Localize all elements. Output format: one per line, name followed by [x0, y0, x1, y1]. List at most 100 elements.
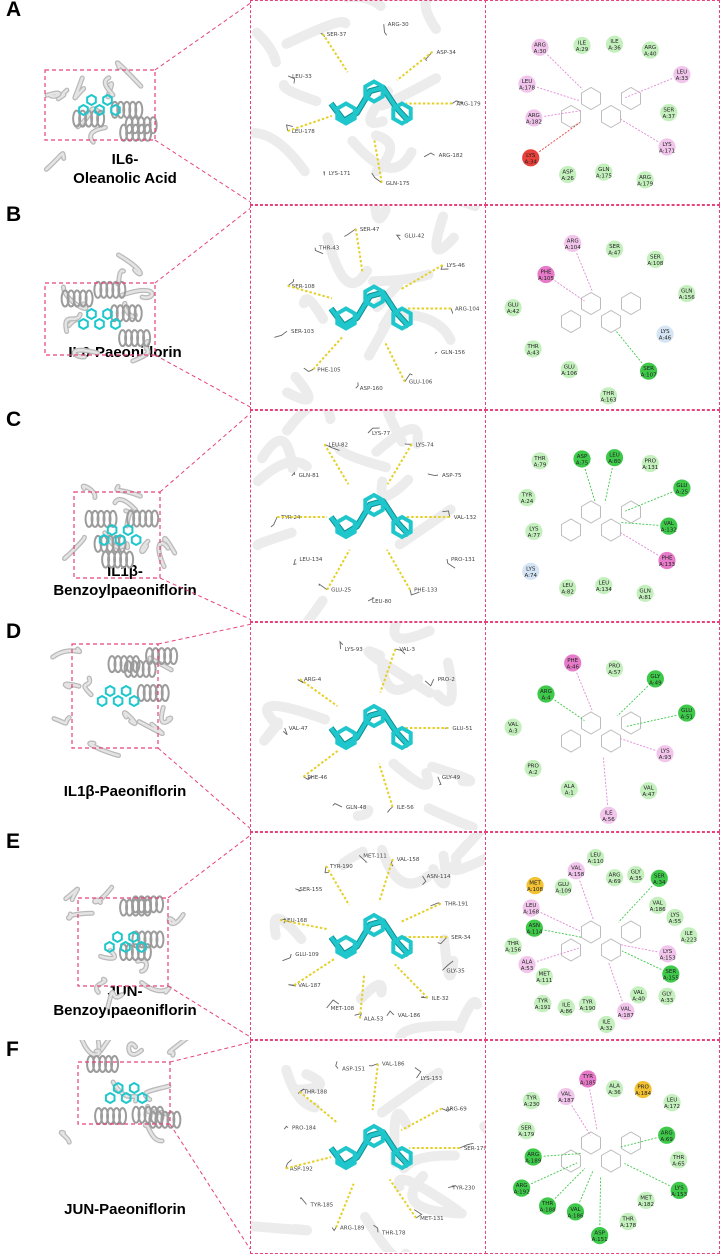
ligand-ring	[104, 940, 115, 954]
panel-letter: F	[6, 1038, 19, 1061]
residue-number: A:30	[534, 49, 547, 55]
pocket-ribbon	[427, 761, 476, 787]
protein-overview	[58, 1040, 250, 1250]
residue-name: LYS	[526, 153, 536, 159]
residue-stick	[425, 51, 433, 62]
residue-bubble	[524, 522, 544, 541]
pocket-ribbon	[343, 1, 386, 11]
interaction-2d-panel: ALA A:36 PRO A:184 LEU A:172 ARG A:69 THR A:65 LYS…	[485, 1040, 720, 1254]
ligand-2d-ring	[621, 920, 641, 944]
protein-ribbon-highlight	[140, 981, 171, 994]
pocket-ribbon	[376, 1067, 444, 1118]
residue-number: A:186	[567, 1213, 584, 1219]
pocket-ribbon	[389, 623, 435, 644]
residue-stick	[450, 308, 454, 314]
pocket-ribbon	[298, 294, 329, 324]
ligand-ring	[363, 79, 385, 104]
panel-letter: C	[6, 408, 22, 431]
figure-row-f: F JUN-Paeoniflorin SER-179 TYR-230 MET-131 TH…	[0, 1038, 720, 1254]
ligand-2d-ring	[561, 1149, 581, 1173]
pocket-ribbon	[281, 17, 351, 49]
residue-number: A:36	[608, 1090, 621, 1096]
residue-number: A:109	[555, 889, 572, 895]
hbond-dash	[302, 749, 340, 778]
ligand-ring	[86, 307, 97, 321]
residue-number: A:155	[663, 976, 680, 982]
binding-pocket-panel: VAL-132 PRO-131 PHE-133 LEU-80 GLU-25 LEU-134…	[250, 410, 487, 622]
pocket-residue-label: LYS-74	[416, 442, 435, 448]
residue-stick	[459, 1142, 474, 1149]
residue-bubble	[665, 908, 685, 927]
pocket-ribbon	[322, 232, 373, 288]
ligand-ring	[110, 317, 121, 331]
pocket-residue-label: ASP-192	[290, 1166, 313, 1172]
residue-name: VAL	[653, 900, 664, 906]
residue-bubble	[639, 781, 659, 801]
pocket-ribbon	[251, 127, 310, 177]
protein-ribbon-highlight	[168, 1040, 187, 1057]
protein-ribbon-highlight	[167, 913, 185, 925]
residue-name: GLY	[631, 870, 642, 876]
residue-name: VAL	[664, 521, 675, 527]
residue-stick	[395, 234, 401, 241]
residue-number: A:168	[523, 909, 540, 915]
pocket-residue-label: LEU-33	[292, 74, 312, 80]
residue-stick	[270, 516, 278, 528]
residue-number: A:49	[649, 680, 662, 686]
residue-stick	[339, 640, 344, 650]
residue-number: A:182	[638, 1202, 654, 1208]
complex-caption: IL6-Paeoniflorin	[40, 343, 210, 362]
pocket-residue-label: GLN-156	[441, 350, 465, 356]
residue-name: GLU	[681, 708, 692, 714]
figure-row-c: C IL1β- Benzoylpaeoniflorin VAL-132 PRO-131 P…	[0, 408, 720, 622]
residue-number: A:114	[526, 930, 543, 936]
residue-bubble	[536, 265, 556, 284]
residue-number: A:25	[676, 490, 689, 496]
residue-number: A:65	[672, 1161, 685, 1167]
residue-number: A:77	[528, 533, 541, 539]
residue-number: A:131	[642, 465, 658, 471]
pocket-residue-label: PRO-184	[292, 1126, 317, 1132]
residue-bubble	[661, 964, 681, 984]
helix-turn	[172, 1110, 182, 1129]
residue-stick	[395, 648, 406, 655]
hbond-dash	[400, 902, 442, 923]
residue-bubble	[521, 898, 541, 918]
residue-name: LEU	[599, 581, 610, 587]
pocket-residue-label: GLU-109	[295, 952, 319, 958]
residue-stick	[303, 367, 314, 373]
residue-bubble	[559, 779, 579, 799]
zoom-connector	[157, 747, 250, 829]
residue-name: SER	[665, 969, 676, 975]
pocket-residue-label: ARG-104	[455, 307, 480, 313]
pocket-residue-label: VAL-3	[399, 647, 415, 653]
ligand-2d-ring	[601, 518, 621, 542]
pocket-residue-label: TYR-230	[451, 1186, 475, 1192]
residue-bubble	[523, 339, 543, 359]
residue-bubble	[669, 1180, 689, 1200]
residue-name: MET	[529, 881, 541, 887]
residue-number: A:80	[608, 459, 621, 465]
ligand-2d-ring	[581, 291, 601, 316]
residue-number: A:187	[558, 1098, 575, 1104]
zoom-connector	[154, 2, 250, 71]
residue-bubble	[605, 239, 624, 259]
residue-bubble	[605, 448, 624, 468]
ligand-2d-ring	[621, 500, 641, 524]
pocket-residue-label: VAL-158	[397, 857, 420, 863]
residue-name: VAL	[570, 1207, 581, 1213]
residue-bubble	[658, 944, 678, 964]
pocket-ribbon	[388, 758, 434, 790]
residue-number: A:34	[524, 159, 537, 165]
residue-number: A:171	[659, 149, 675, 155]
